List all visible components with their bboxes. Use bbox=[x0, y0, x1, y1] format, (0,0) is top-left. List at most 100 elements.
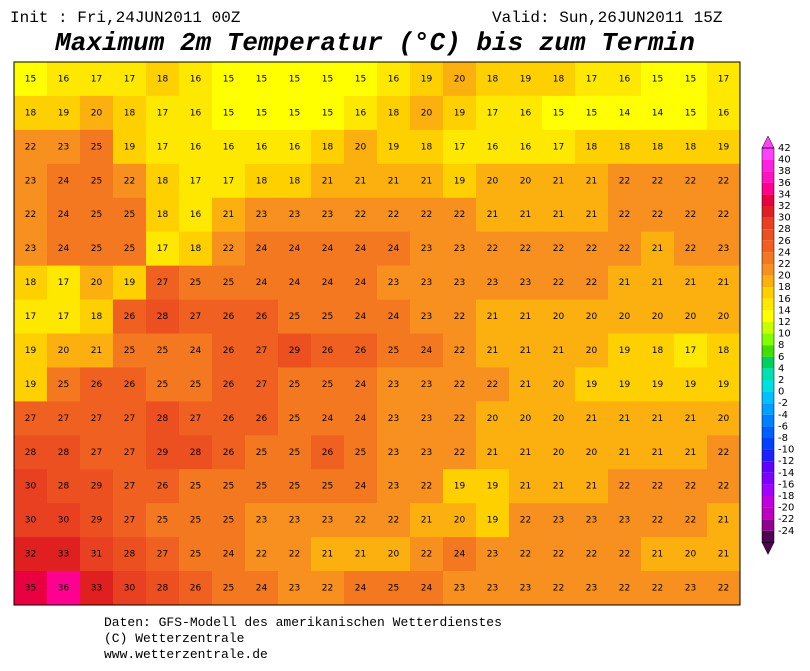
temperature-label: 21 bbox=[223, 210, 234, 220]
colorbar-swatch bbox=[762, 414, 774, 427]
temperature-cell bbox=[179, 469, 213, 504]
temperature-cell bbox=[311, 163, 345, 199]
temperature-label: 27 bbox=[157, 278, 168, 288]
temperature-cell bbox=[47, 435, 81, 470]
temperature-label: 24 bbox=[223, 550, 235, 560]
colorbar-swatch bbox=[762, 333, 774, 346]
temperature-label: 18 bbox=[124, 108, 136, 118]
temperature-cell bbox=[542, 299, 576, 334]
colorbar-label: 22 bbox=[778, 259, 791, 270]
temperature-cell bbox=[707, 469, 741, 504]
temperature-label: 19 bbox=[619, 380, 631, 390]
temperature-cell bbox=[278, 503, 312, 538]
temperature-label: 36 bbox=[58, 584, 70, 594]
temperature-cell bbox=[707, 333, 741, 368]
temperature-label: 21 bbox=[322, 176, 333, 186]
temperature-label: 21 bbox=[487, 312, 498, 322]
temperature-label: 22 bbox=[652, 584, 663, 594]
temperature-cell bbox=[707, 367, 741, 402]
colorbar-swatch bbox=[762, 240, 774, 253]
colorbar-label: 26 bbox=[778, 236, 791, 247]
temperature-label: 17 bbox=[223, 176, 234, 186]
temperature-cell bbox=[443, 503, 477, 538]
colorbar-swatch bbox=[762, 380, 774, 392]
colorbar-label: -4 bbox=[778, 410, 788, 421]
footer-line: (C) Wetterzentrale bbox=[104, 631, 244, 646]
colorbar-label: -16 bbox=[778, 479, 794, 490]
temperature-cell bbox=[146, 299, 180, 334]
temperature-cell bbox=[80, 163, 114, 199]
temperature-label: 15 bbox=[322, 74, 333, 84]
temperature-label: 22 bbox=[520, 516, 531, 526]
valid-time: Valid: Sun,26JUN2011 15Z bbox=[492, 9, 723, 27]
temperature-label: 19 bbox=[619, 346, 631, 356]
temperature-cell bbox=[113, 503, 147, 538]
temperature-cell bbox=[476, 469, 510, 504]
temperature-cell bbox=[443, 571, 477, 606]
temperature-label: 26 bbox=[355, 346, 367, 356]
temperature-cell bbox=[80, 231, 114, 267]
temperature-cell bbox=[542, 197, 576, 233]
colorbar-label: -24 bbox=[778, 526, 794, 537]
temperature-cell bbox=[377, 367, 411, 402]
temperature-label: 17 bbox=[91, 74, 102, 84]
temperature-label: 30 bbox=[25, 482, 37, 492]
temperature-label: 30 bbox=[124, 584, 136, 594]
temperature-label: 24 bbox=[256, 244, 268, 254]
temperature-cell bbox=[113, 537, 147, 572]
temperature-label: 22 bbox=[553, 584, 564, 594]
temperature-label: 21 bbox=[586, 176, 597, 186]
temperature-label: 28 bbox=[157, 584, 169, 594]
temperature-cell bbox=[443, 95, 477, 131]
temperature-label: 15 bbox=[256, 74, 267, 84]
temperature-label: 23 bbox=[388, 278, 399, 288]
temperature-label: 23 bbox=[520, 278, 531, 288]
temperature-cell bbox=[278, 197, 312, 233]
temperature-cell bbox=[443, 537, 477, 572]
temperature-label: 25 bbox=[91, 210, 102, 220]
temperature-cell bbox=[641, 95, 675, 131]
temperature-label: 21 bbox=[718, 550, 729, 560]
temperature-label: 16 bbox=[487, 142, 499, 152]
temperature-cell bbox=[113, 299, 147, 334]
temperature-cell bbox=[410, 469, 444, 504]
temperature-cell bbox=[377, 197, 411, 233]
temperature-label: 26 bbox=[124, 312, 136, 322]
temperature-cell bbox=[410, 197, 444, 233]
temperature-label: 23 bbox=[718, 244, 729, 254]
temperature-label: 28 bbox=[124, 550, 136, 560]
temperature-cell bbox=[410, 367, 444, 402]
temperature-label: 18 bbox=[652, 142, 664, 152]
temperature-label: 24 bbox=[322, 414, 334, 424]
temperature-label: 22 bbox=[454, 448, 465, 458]
temperature-cell bbox=[641, 299, 675, 334]
temperature-cell bbox=[608, 299, 642, 334]
temperature-label: 16 bbox=[520, 142, 532, 152]
temperature-cell bbox=[212, 95, 246, 131]
temperature-cell bbox=[707, 537, 741, 572]
temperature-cell bbox=[146, 62, 180, 97]
temperature-cell bbox=[47, 469, 81, 504]
temperature-cell bbox=[278, 265, 312, 301]
temperature-label: 19 bbox=[25, 380, 37, 390]
temperature-label: 24 bbox=[355, 482, 367, 492]
temperature-label: 22 bbox=[454, 414, 465, 424]
temperature-label: 25 bbox=[322, 380, 333, 390]
temperature-label: 23 bbox=[256, 210, 267, 220]
temperature-cell bbox=[311, 401, 345, 436]
temperature-label: 23 bbox=[454, 244, 465, 254]
temperature-cell bbox=[476, 435, 510, 470]
temperature-label: 15 bbox=[25, 74, 36, 84]
temperature-cell bbox=[245, 537, 279, 572]
temperature-label: 19 bbox=[487, 482, 499, 492]
colorbar-label: 20 bbox=[778, 271, 791, 282]
colorbar-swatch bbox=[762, 194, 774, 206]
temperature-label: 22 bbox=[289, 550, 300, 560]
temperature-label: 18 bbox=[652, 346, 664, 356]
temperature-label: 23 bbox=[388, 414, 399, 424]
temperature-cell bbox=[509, 401, 543, 436]
temperature-cell bbox=[509, 163, 543, 199]
temperature-cell bbox=[542, 95, 576, 131]
temperature-cell bbox=[146, 537, 180, 572]
temperature-label: 14 bbox=[619, 108, 631, 118]
